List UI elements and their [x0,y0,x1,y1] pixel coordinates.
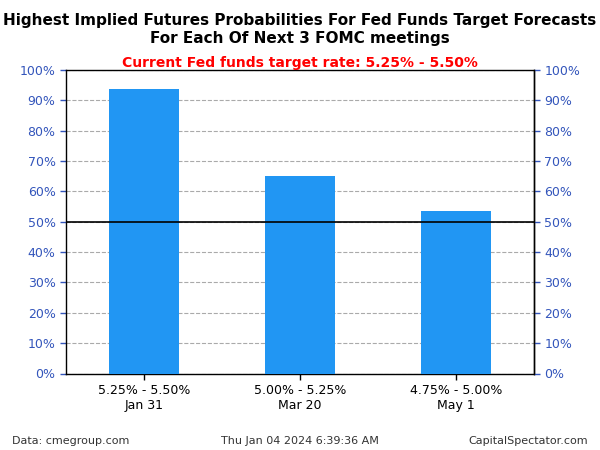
Bar [265,176,335,374]
Bar [421,211,491,374]
Text: Highest Implied Futures Probabilities For Fed Funds Target Forecasts
For Each Of: Highest Implied Futures Probabilities Fo… [4,14,596,46]
Text: CapitalSpectator.com: CapitalSpectator.com [469,436,588,446]
Text: Data: cmegroup.com: Data: cmegroup.com [12,436,130,446]
Text: Current Fed funds target rate: 5.25% - 5.50%: Current Fed funds target rate: 5.25% - 5… [122,56,478,70]
Bar [109,90,179,374]
Text: Thu Jan 04 2024 6:39:36 AM: Thu Jan 04 2024 6:39:36 AM [221,436,379,446]
